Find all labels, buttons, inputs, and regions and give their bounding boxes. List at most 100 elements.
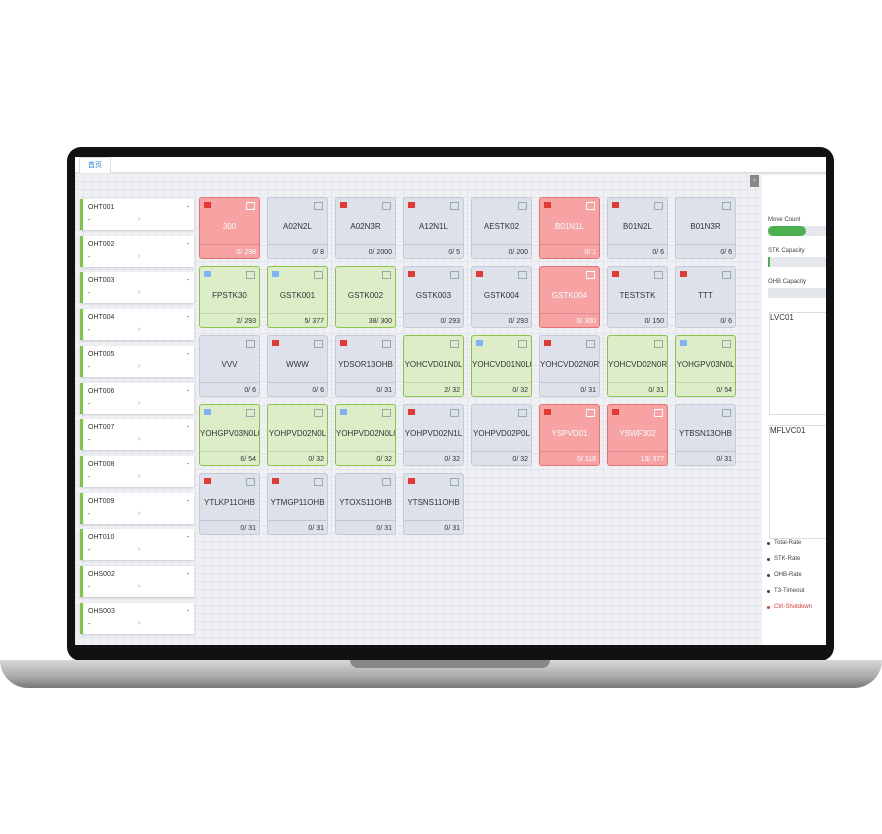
stocker-cell[interactable]: GSTK004 0/ 293 [471, 266, 532, 328]
status-icon [586, 202, 595, 210]
stocker-footer: 0/ 31 [404, 520, 463, 534]
stocker-footer: 0/ 116 [540, 451, 599, 465]
vehicle-name: OHT002 [88, 240, 115, 248]
stocker-cell[interactable]: FPSTK30 2/ 293 [199, 266, 260, 328]
stocker-footer: 0/ 200 [472, 244, 531, 258]
stocker-cell[interactable]: YTSNS11OHB 0/ 31 [403, 473, 464, 535]
status-icon [382, 340, 391, 348]
stocker-name: YTOXS11OHB [339, 498, 392, 507]
status-icon [450, 478, 459, 486]
stocker-cell[interactable]: YTOXS11OHB 0/ 31 [335, 473, 396, 535]
vehicle-card[interactable]: OHT005 - - › [80, 345, 194, 377]
stocker-cell[interactable]: GSTK001 5/ 377 [267, 266, 328, 328]
stocker-cell[interactable]: YOHPVD02N0L00 0/ 32 [335, 404, 396, 466]
stocker-name: TTT [698, 291, 713, 300]
vehicle-card[interactable]: OHT004 - - › [80, 309, 194, 341]
status-icon [586, 271, 595, 279]
vehicle-card[interactable]: OHT009 - - › [80, 492, 194, 524]
stocker-cell[interactable]: B01N2L 0/ 6 [607, 197, 668, 259]
stocker-cell[interactable]: GSTK003 0/ 293 [403, 266, 464, 328]
stocker-footer: 0/ 31 [676, 451, 735, 465]
vehicle-card[interactable]: OHS002 - - › [80, 566, 194, 597]
metric-bar [768, 288, 826, 298]
stocker-count: 6/ 54 [240, 456, 256, 463]
stocker-cell[interactable]: YOHCVD02N0R00 0/ 31 [607, 335, 668, 397]
status-icon [204, 271, 211, 277]
stocker-count: 0/ 32 [512, 387, 528, 394]
vehicle-card[interactable]: OHS003 - - › [80, 602, 194, 634]
stocker-name: YOHCVD01N0L00 [472, 360, 531, 369]
stocker-cell[interactable]: GSTK004 0/ 300 [539, 266, 600, 328]
vehicle-card[interactable]: OHT010 - - › [80, 529, 194, 561]
stocker-footer: 0/ 31 [336, 382, 395, 396]
vehicle-card[interactable]: OHT008 - - › [80, 455, 194, 487]
stocker-footer: 0/ 31 [268, 520, 327, 534]
stocker-cell[interactable]: B01N3R 0/ 6 [675, 197, 736, 259]
vehicle-status: - [186, 277, 189, 285]
stocker-cell[interactable]: YSWF302 13/ 377 [607, 404, 668, 466]
status-icon [654, 202, 663, 210]
stocker-cell[interactable]: YTMGP11OHB 0/ 31 [267, 473, 328, 535]
stocker-cell[interactable]: B01N1L 0/ 1 [539, 197, 600, 259]
chevron-icon: › [138, 252, 141, 260]
stocker-count: 38/ 300 [368, 318, 392, 325]
stocker-cell[interactable]: A12N1L 0/ 5 [403, 197, 464, 259]
stocker-count: 0/ 6 [244, 387, 256, 394]
vehicle-card[interactable]: OHT001 - - › [80, 199, 194, 230]
vehicle-card[interactable]: OHT003 - - › [80, 272, 194, 304]
stocker-cell[interactable]: YDSOR13OHB 0/ 31 [335, 335, 396, 397]
tab[interactable]: 首页 [79, 157, 111, 173]
stocker-cell[interactable]: WWW 0/ 6 [267, 335, 328, 397]
vehicle-card[interactable]: OHT002 - - › [80, 235, 194, 267]
vehicle-name: OHT008 [88, 460, 115, 468]
status-icon [450, 271, 459, 279]
chevron-icon: › [138, 362, 141, 370]
stocker-count: 0/ 298 [236, 249, 256, 256]
status-icon [246, 478, 255, 486]
stocker-cell[interactable]: YOHPVD02N0L 0/ 32 [267, 404, 328, 466]
status-icon [654, 340, 663, 348]
stocker-name: VVV [221, 360, 238, 369]
stocker-cell[interactable]: YOHCVD01N0L00 0/ 32 [471, 335, 532, 397]
stocker-name: GSTK001 [279, 291, 316, 300]
station-panel[interactable]: LVC01 [769, 312, 826, 415]
vehicle-status: - [186, 387, 189, 395]
status-icon [722, 202, 731, 210]
stocker-cell[interactable]: YSPVD01 0/ 116 [539, 404, 600, 466]
stocker-cell[interactable]: YOHGPV03N0L00 6/ 54 [199, 404, 260, 466]
stocker-cell[interactable]: AESTK02 0/ 200 [471, 197, 532, 259]
stocker-cell[interactable]: A02N3R 0/ 2000 [335, 197, 396, 259]
stocker-cell[interactable]: A02N2L 0/ 8 [267, 197, 328, 259]
stocker-cell[interactable]: GSTK002 38/ 300 [335, 266, 396, 328]
vehicle-name: OHT003 [88, 277, 115, 285]
vehicle-value: - [88, 400, 91, 408]
station-panel[interactable]: MFLVC01 [769, 425, 826, 539]
vehicle-status: - [186, 607, 189, 615]
stocker-cell[interactable]: YOHPVD02N1L 0/ 32 [403, 404, 464, 466]
stocker-cell[interactable]: 300 0/ 298 [199, 197, 260, 259]
stocker-cell[interactable]: TTT 0/ 6 [675, 266, 736, 328]
stocker-footer: 2/ 293 [200, 313, 259, 327]
chevron-icon: › [138, 289, 141, 297]
stocker-footer: 0/ 54 [676, 382, 735, 396]
vehicle-card[interactable]: OHT007 - - › [80, 419, 194, 451]
station-name: MFLVC01 [770, 426, 806, 435]
vehicle-card[interactable]: OHT006 - - › [80, 382, 194, 414]
stocker-count: 0/ 31 [308, 525, 324, 532]
vehicle-name: OHT006 [88, 387, 115, 395]
tab-bar: 首页 [75, 157, 826, 173]
stocker-cell[interactable]: YOHCVD02N0R 0/ 31 [539, 335, 600, 397]
laptop-notch [350, 660, 550, 668]
stocker-cell[interactable]: YTLKP11OHB 0/ 31 [199, 473, 260, 535]
stocker-cell[interactable]: YTBSN13OHB 0/ 31 [675, 404, 736, 466]
stocker-cell[interactable]: TESTSTK 0/ 150 [607, 266, 668, 328]
stocker-cell[interactable]: YOHGPV03N0L 0/ 54 [675, 335, 736, 397]
stocker-cell[interactable]: VVV 0/ 6 [199, 335, 260, 397]
status-icon [544, 340, 551, 346]
legend-item: STK-Rate [766, 556, 801, 562]
status-icon [654, 409, 663, 417]
stocker-count: 0/ 200 [508, 249, 528, 256]
collapse-button[interactable]: › [750, 175, 759, 187]
stocker-cell[interactable]: YOHPVD02P0L 0/ 32 [471, 404, 532, 466]
stocker-cell[interactable]: YOHCVD01N0L 2/ 32 [403, 335, 464, 397]
